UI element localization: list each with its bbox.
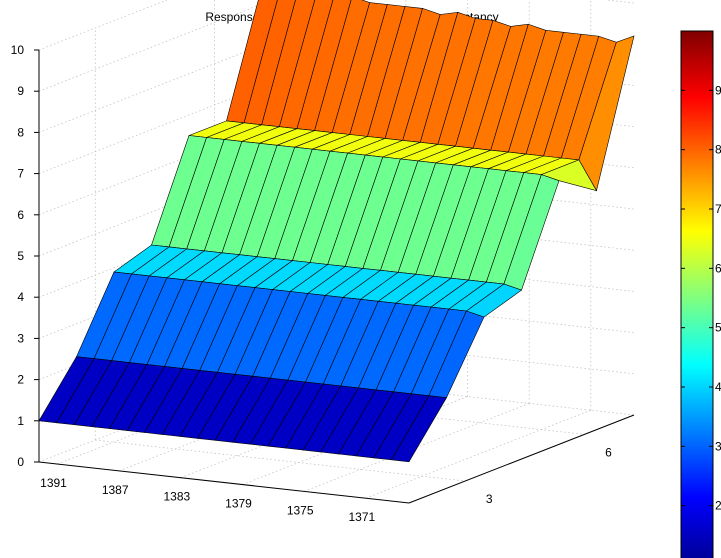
z-tick-label: 1 (17, 414, 24, 428)
z-tick-label: 6 (17, 208, 24, 222)
x-tick-label: 1391 (40, 476, 67, 490)
y-tick-label: 6 (605, 445, 612, 459)
z-tick-label: 8 (17, 125, 24, 139)
colorbar-tick-label: 5 (715, 321, 721, 335)
x-tick-label: 1387 (102, 483, 129, 497)
y-axis (408, 414, 635, 504)
grid-line (38, 167, 635, 257)
surface-patch (390, 395, 447, 463)
z-tick-label: 0 (17, 455, 24, 469)
grid-line (365, 409, 591, 499)
x-tick-label: 1371 (348, 510, 375, 524)
grid-line (38, 126, 635, 216)
grid-line (38, 0, 635, 51)
z-tick-label: 9 (17, 84, 24, 98)
y-tick-label: 3 (486, 492, 493, 506)
colorbar-tick-label: 4 (715, 380, 721, 394)
grid-line (38, 44, 635, 133)
grid-line (38, 2, 635, 92)
tick-labels: 0 1 2 3 4 5 6 7 8 9 10 1391 1387 1383 1379 1375 1371 3 6 (11, 43, 613, 524)
z-tick-label: 7 (17, 167, 24, 181)
surface-layer (38, 0, 635, 463)
z-tick-label: 10 (11, 43, 25, 57)
x-axis (38, 461, 410, 504)
colorbar-tick-label: 8 (715, 143, 721, 157)
colorbar-tick-label: 6 (715, 261, 721, 275)
colorbar-tick-label: 7 (715, 202, 721, 216)
colorbar-tick-label: 3 (715, 439, 721, 453)
colorbar-tick-label: 9 (715, 83, 721, 97)
x-tick-label: 1383 (163, 490, 190, 504)
z-tick-label: 3 (17, 331, 24, 345)
grid-line (38, 208, 635, 298)
colorbar-fill (680, 30, 714, 558)
z-tick-label: 2 (17, 373, 24, 387)
z-tick-label: 5 (17, 249, 24, 263)
grid-line (38, 85, 635, 174)
x-tick-label: 1379 (225, 497, 252, 511)
grid-line (38, 373, 635, 463)
x-tick-label: 1375 (287, 503, 314, 517)
z-tick-label: 4 (17, 290, 24, 304)
colorbar-tick-label: 2 (715, 499, 721, 513)
